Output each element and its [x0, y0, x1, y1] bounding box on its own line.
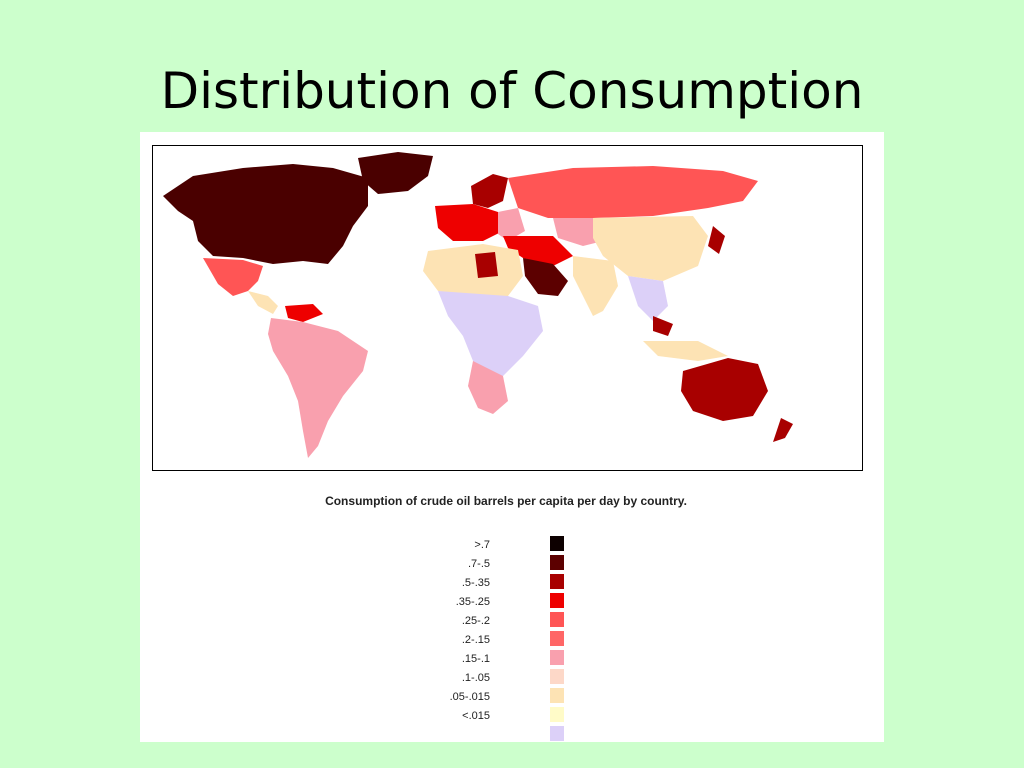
- world-map-graphic: [163, 152, 793, 458]
- region-malaysia: [653, 316, 673, 336]
- legend-label: .05-.015: [449, 691, 490, 703]
- world-map: [152, 145, 863, 471]
- legend-label: .2-.15: [461, 634, 490, 646]
- legend-swatch: [550, 612, 564, 627]
- region-indonesia: [643, 341, 728, 361]
- region-north-america: [163, 164, 368, 264]
- region-north-africa: [423, 244, 523, 296]
- legend-label: .1-.05: [461, 672, 490, 684]
- legend-label: <.015: [462, 710, 490, 722]
- region-russia: [508, 166, 758, 218]
- region-japan: [708, 226, 725, 254]
- legend-label: .7-.5: [467, 558, 490, 570]
- region-china: [593, 216, 708, 281]
- map-legend: >.7 .7-.5 .5-.35 .35-.25 .25-.2 .2-.15 .…: [430, 536, 590, 742]
- region-southeast-asia: [628, 276, 668, 321]
- legend-swatch: [550, 650, 564, 665]
- region-south-america: [268, 318, 368, 458]
- legend-label: .5-.35: [461, 577, 490, 589]
- region-turkey-iran: [503, 236, 573, 266]
- legend-row: >.7: [430, 536, 570, 555]
- region-venezuela: [285, 304, 323, 322]
- region-libya: [475, 252, 498, 278]
- legend-swatch: [550, 574, 564, 589]
- region-southern-africa: [468, 361, 508, 414]
- legend-label: >.7: [474, 539, 490, 551]
- region-saudi-arabia: [523, 258, 568, 296]
- legend-row: <.015: [430, 707, 570, 726]
- map-caption: Consumption of crude oil barrels per cap…: [325, 494, 687, 508]
- region-new-zealand: [773, 418, 793, 442]
- region-scandinavia: [471, 174, 508, 208]
- region-central-america: [248, 291, 278, 314]
- legend-row: .2-.15: [430, 631, 570, 650]
- legend-row: .05-.015: [430, 688, 570, 707]
- legend-label: .25-.2: [461, 615, 490, 627]
- region-greenland: [358, 152, 433, 194]
- legend-swatch: [550, 669, 564, 684]
- legend-row: [430, 726, 570, 745]
- region-mexico: [203, 258, 263, 296]
- legend-label: .15-.1: [461, 653, 490, 665]
- legend-row: .1-.05: [430, 669, 570, 688]
- legend-label: .35-.25: [455, 596, 490, 608]
- region-india: [573, 256, 618, 316]
- legend-swatch: [550, 688, 564, 703]
- legend-swatch: [550, 631, 564, 646]
- legend-row: .7-.5: [430, 555, 570, 574]
- region-sub-saharan-africa: [438, 291, 543, 381]
- legend-row: .5-.35: [430, 574, 570, 593]
- slide-title: Distribution of Consumption: [160, 62, 864, 120]
- legend-swatch: [550, 555, 564, 570]
- region-eastern-europe: [498, 208, 525, 241]
- map-panel: Consumption of crude oil barrels per cap…: [140, 132, 884, 742]
- legend-swatch: [550, 707, 564, 722]
- region-australia: [681, 358, 768, 421]
- legend-swatch: [550, 593, 564, 608]
- legend-swatch: [550, 536, 564, 551]
- legend-row: .15-.1: [430, 650, 570, 669]
- legend-swatch: [550, 726, 564, 741]
- region-western-europe: [435, 204, 503, 241]
- legend-row: .35-.25: [430, 593, 570, 612]
- legend-row: .25-.2: [430, 612, 570, 631]
